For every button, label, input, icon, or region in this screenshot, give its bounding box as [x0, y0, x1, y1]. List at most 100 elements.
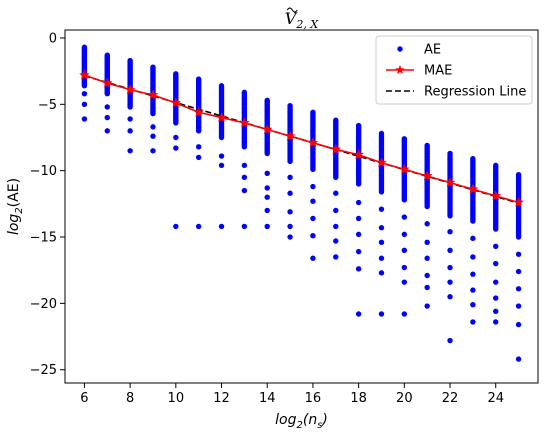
ae-point	[81, 101, 88, 108]
ae-point	[447, 264, 453, 271]
y-tick-label: −20	[30, 297, 57, 312]
ae-point	[378, 311, 385, 317]
x-axis-label-main: log	[275, 412, 296, 428]
ae-point	[447, 229, 453, 235]
ae-point	[355, 199, 362, 206]
y-axis-label-paren: (AE)	[6, 178, 22, 207]
ae-point	[378, 189, 385, 195]
ae-point	[333, 207, 339, 214]
legend: AE MAE Regression Line	[375, 35, 533, 105]
ae-point	[355, 181, 362, 187]
mae-point	[193, 106, 205, 117]
ae-point	[447, 337, 453, 344]
ae-point	[104, 90, 110, 97]
ae-point	[104, 104, 110, 110]
ae-point	[493, 319, 499, 325]
ae-point	[333, 190, 339, 196]
ae-point	[378, 239, 385, 246]
ae-point	[333, 223, 339, 230]
ae-point	[493, 243, 499, 250]
ae-point	[355, 311, 362, 317]
x-tick-label: 20	[396, 391, 413, 406]
ae-point	[470, 302, 476, 308]
ae-point	[173, 120, 179, 126]
legend-mae-marker	[395, 65, 405, 75]
chart-title-sub: 2, X	[295, 18, 319, 31]
ae-point	[264, 207, 270, 214]
ae-point	[424, 272, 430, 279]
mae-point	[444, 176, 456, 188]
ae-point	[493, 308, 499, 315]
title-tilde	[286, 7, 298, 13]
ae-point	[127, 116, 133, 122]
x-tick-label: 18	[350, 391, 367, 406]
ae-point	[150, 124, 156, 130]
ae-point	[310, 198, 316, 204]
ae-point	[195, 223, 202, 230]
ae-point	[264, 194, 270, 200]
legend-label: MAE	[424, 64, 452, 79]
ae-point	[333, 238, 339, 244]
legend-label: AE	[424, 43, 441, 58]
x-tick-label: 8	[126, 391, 134, 406]
y-tick-label: −25	[30, 363, 57, 378]
ae-point	[424, 255, 430, 261]
ae-point	[310, 255, 316, 261]
ae-point	[378, 270, 385, 276]
ae-point	[401, 279, 408, 285]
ae-point	[264, 223, 270, 230]
ae-point	[447, 279, 453, 285]
ae-point	[150, 148, 156, 154]
ae-point	[424, 303, 430, 309]
ae-point	[310, 232, 316, 239]
ae-point	[264, 170, 270, 177]
ae-point	[515, 234, 522, 240]
axes-frame	[64, 29, 539, 384]
ae-point	[493, 295, 499, 301]
ae-point	[515, 303, 522, 309]
ae-point	[515, 268, 522, 275]
legend-box	[375, 35, 533, 105]
ae-point	[470, 235, 476, 242]
mae-point	[398, 163, 410, 174]
ae-point	[287, 234, 293, 240]
ae-point	[241, 174, 248, 181]
ae-point	[401, 197, 408, 203]
x-axis-label-var-sub: s	[317, 420, 322, 431]
x-axis: 6 8 10 12 14 16 18 20 22 24	[80, 383, 504, 406]
ae-point	[401, 214, 408, 220]
ae-point	[401, 311, 408, 317]
mae-point	[513, 196, 525, 208]
x-axis-label-sub: 2	[296, 420, 302, 431]
mae-point	[353, 149, 365, 160]
ae-point	[218, 134, 225, 141]
y-axis-label-sub: 2	[14, 207, 25, 213]
ae-point	[378, 255, 385, 261]
ae-point	[173, 134, 179, 141]
ae-point	[470, 218, 476, 224]
x-tick-label: 16	[305, 391, 322, 406]
y-tick-label: −5	[38, 98, 57, 113]
ae-point	[401, 264, 408, 271]
ae-point	[218, 162, 225, 169]
ae-point	[493, 279, 499, 285]
mae-point	[490, 190, 502, 201]
mae-point	[376, 156, 387, 168]
ae-point	[355, 215, 362, 222]
ae-point	[515, 321, 522, 328]
ae-point	[287, 223, 293, 230]
y-tick-label: −15	[30, 231, 57, 246]
ae-point	[287, 158, 293, 165]
ae-point	[195, 128, 202, 134]
ae-point	[470, 319, 476, 325]
x-tick-label: 10	[168, 391, 185, 406]
mae-point	[78, 69, 90, 80]
ae-point	[104, 114, 110, 121]
y-axis-label-main: log	[6, 214, 22, 235]
mae-point	[307, 137, 319, 148]
ae-point	[310, 183, 316, 190]
ae-point	[264, 185, 270, 191]
ae-point	[173, 145, 179, 151]
mae-point	[216, 111, 227, 123]
